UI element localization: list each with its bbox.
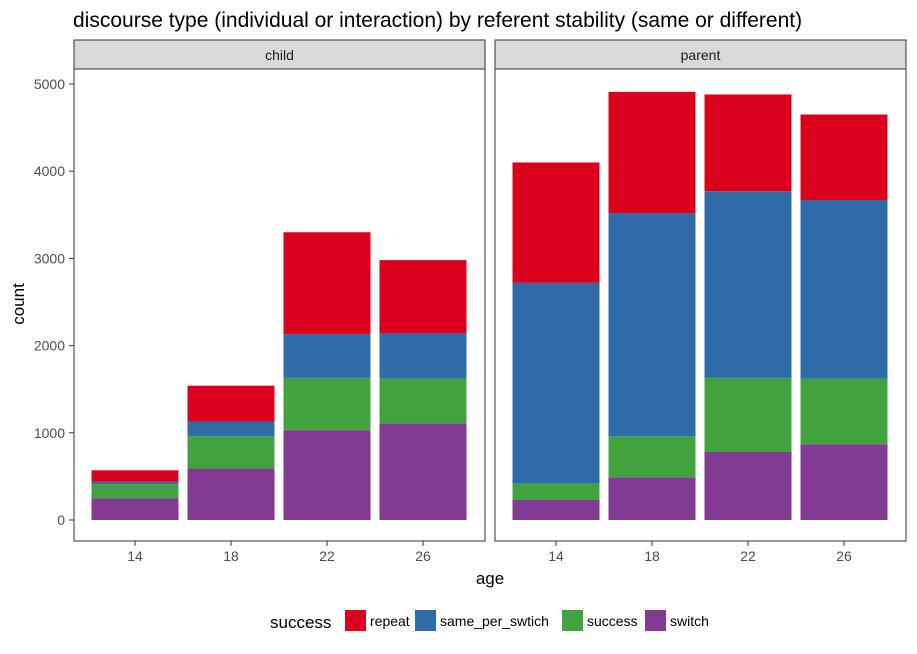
panel-child: child 14 18 22 26 (73, 39, 486, 564)
legend-swatch (415, 610, 436, 631)
bar-segment-switch (379, 423, 467, 520)
chart-title: discourse type (individual or interactio… (73, 9, 802, 32)
y-tick-label: 5000 (34, 76, 65, 92)
y-tick-label: 2000 (34, 338, 65, 354)
x-axis-label: age (476, 569, 504, 588)
y-tick-label: 1000 (34, 425, 65, 441)
bar-segment-success (800, 378, 888, 445)
panel-parent: parent 14 18 22 26 (494, 39, 907, 564)
legend-title: success (270, 613, 331, 632)
legend-label: switch (670, 613, 709, 629)
legend-item-repeat: repeat (345, 610, 410, 631)
bar-segment-success (283, 377, 371, 431)
bar-segment-same_per_swtich (91, 481, 179, 485)
bar-segment-same_per_swtich (283, 334, 371, 378)
legend: success repeat same_per_swtich success swit… (270, 610, 709, 632)
bar-segment-switch (608, 477, 696, 520)
bar-segment-success (704, 377, 792, 452)
legend-item-same_per_swtich: same_per_swtich (415, 610, 549, 631)
bar-segment-repeat (187, 385, 275, 422)
bar-segment-success (91, 484, 179, 499)
bar-segment-success (608, 436, 696, 478)
bar-segment-switch (704, 451, 792, 520)
panels: child 14 18 22 26 parent 14 18 22 26 (73, 39, 907, 564)
y-axis: 0 1000 2000 3000 4000 5000 (34, 76, 74, 528)
bar-segment-same_per_swtich (800, 199, 888, 379)
bar-segment-switch (283, 430, 371, 520)
bar-segment-success (187, 436, 275, 469)
facet-strip (73, 39, 486, 70)
bar-segment-switch (187, 468, 275, 520)
bar-segment-repeat (283, 232, 371, 335)
y-tick-label: 0 (57, 512, 65, 528)
y-tick-label: 3000 (34, 250, 65, 266)
bar-segment-same_per_swtich (704, 191, 792, 378)
x-tick-label: 26 (415, 548, 431, 564)
x-tick-label: 18 (223, 548, 239, 564)
x-tick-label: 22 (740, 548, 756, 564)
bar-segment-same_per_swtich (608, 213, 696, 437)
bar-segment-same_per_swtich (512, 282, 600, 484)
bar-segment-same_per_swtich (187, 421, 275, 437)
legend-label: same_per_swtich (440, 613, 549, 629)
y-tick-label: 4000 (34, 163, 65, 179)
legend-swatch (345, 610, 366, 631)
bar-segment-repeat (91, 470, 179, 482)
x-tick-label: 14 (548, 548, 564, 564)
bar-segment-repeat (608, 91, 696, 214)
bar-segment-switch (512, 499, 600, 520)
bar-segment-repeat (379, 260, 467, 334)
legend-item-switch: switch (645, 610, 709, 631)
y-axis-label: count (9, 283, 28, 325)
legend-label: repeat (370, 613, 410, 629)
facet-strip-label: parent (681, 47, 721, 63)
x-tick-label: 14 (127, 548, 143, 564)
bar-segment-same_per_swtich (379, 333, 467, 379)
bar-segment-repeat (704, 94, 792, 192)
bar-segment-repeat (512, 162, 600, 283)
bar-segment-switch (800, 444, 888, 520)
facet-strip (494, 39, 907, 70)
bar-segment-success (512, 483, 600, 500)
x-tick-label: 18 (644, 548, 660, 564)
bar-segment-repeat (800, 114, 888, 200)
legend-label: success (587, 613, 638, 629)
facet-strip-label: child (265, 47, 294, 63)
legend-item-success: success (562, 610, 638, 631)
x-tick-label: 26 (836, 548, 852, 564)
legend-swatch (645, 610, 666, 631)
x-tick-label: 22 (319, 548, 335, 564)
bar-segment-success (379, 378, 467, 424)
bar-segment-switch (91, 498, 179, 520)
legend-swatch (562, 610, 583, 631)
